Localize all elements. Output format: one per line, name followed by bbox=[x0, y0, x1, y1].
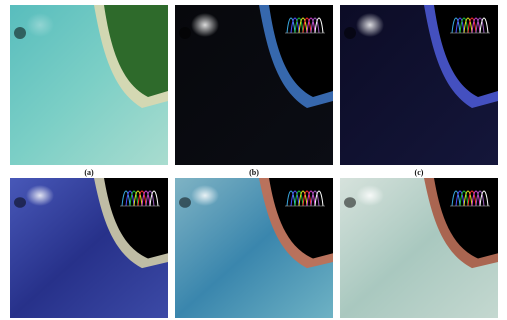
cloud-shadow bbox=[179, 197, 191, 208]
image-panel bbox=[340, 178, 498, 318]
cloud bbox=[356, 185, 384, 206]
cloud bbox=[191, 185, 219, 206]
panel-label: (c) bbox=[415, 168, 424, 177]
cloud-shadow bbox=[14, 27, 26, 39]
image-panel bbox=[175, 5, 333, 165]
cloud-shadow bbox=[344, 197, 356, 208]
cloud-shadow bbox=[344, 27, 356, 39]
image-panel bbox=[340, 5, 498, 165]
cloud bbox=[191, 13, 219, 37]
image-panel bbox=[175, 178, 333, 318]
page: {"panels": [{"label": "(a)"}, {"label": … bbox=[0, 0, 507, 320]
figure: (a) (b) (c) bbox=[0, 0, 507, 320]
cloud bbox=[356, 13, 384, 37]
panel-label: (b) bbox=[249, 168, 259, 177]
cloud-shadow bbox=[179, 27, 191, 39]
image-panel bbox=[10, 5, 168, 165]
image-panel bbox=[10, 178, 168, 318]
cloud bbox=[26, 185, 54, 206]
cloud-shadow bbox=[14, 197, 26, 208]
cloud bbox=[26, 13, 54, 37]
panel-label: (a) bbox=[84, 168, 94, 177]
